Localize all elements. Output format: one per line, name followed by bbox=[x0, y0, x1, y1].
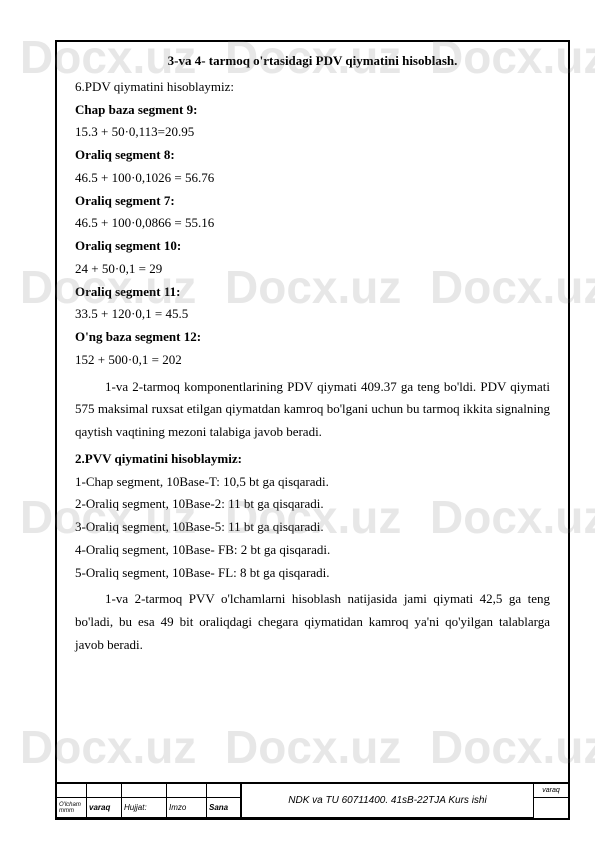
text-line: 6.PDV qiymatini hisoblaymiz: bbox=[75, 76, 550, 99]
tb-cell bbox=[167, 784, 207, 798]
tb-varaq-column: varaq bbox=[533, 784, 568, 818]
title-block: O'lcham mmm varaq Hujjat: Imzo Sana NDK … bbox=[57, 782, 568, 818]
calculation: 46.5 + 100·0,0866 = 55.16 bbox=[75, 212, 550, 235]
calculation: 33.5 + 120·0,1 = 45.5 bbox=[75, 303, 550, 326]
tb-sana-label: Sana bbox=[207, 798, 242, 818]
tb-cell bbox=[57, 784, 87, 798]
tb-cell bbox=[122, 784, 167, 798]
document-content: 3-va 4- tarmoq o'rtasidagi PDV qiymatini… bbox=[75, 50, 550, 661]
calculation: 46.5 + 100·0,1026 = 56.76 bbox=[75, 167, 550, 190]
tb-cell bbox=[87, 784, 122, 798]
pvv-line: 3-Oraliq segment, 10Base-5: 11 bt ga qis… bbox=[75, 516, 550, 539]
tb-imzo-label: Imzo bbox=[167, 798, 207, 818]
segment-label: Oraliq segment 10: bbox=[75, 235, 550, 258]
calculation: 152 + 500·0,1 = 202 bbox=[75, 349, 550, 372]
segment-label: Oraliq segment 8: bbox=[75, 144, 550, 167]
tb-varaq-header: varaq bbox=[534, 784, 568, 798]
segment-label: O'ng baza segment 12: bbox=[75, 326, 550, 349]
segment-label: Oraliq segment 11: bbox=[75, 281, 550, 304]
pvv-line: 4-Oraliq segment, 10Base- FB: 2 bt ga qi… bbox=[75, 539, 550, 562]
paragraph: 1-va 2-tarmoq komponentlarining PDV qiym… bbox=[75, 376, 550, 444]
calculation: 15.3 + 50·0,113=20.95 bbox=[75, 121, 550, 144]
pvv-heading: 2.PVV qiymatini hisoblaymiz: bbox=[75, 448, 550, 471]
tb-hujjat-label: Hujjat: bbox=[122, 798, 167, 818]
tb-main-title: NDK va TU 60711400. 41sB-22TJA Kurs ishi bbox=[242, 784, 533, 818]
segment-label: Chap baza segment 9: bbox=[75, 99, 550, 122]
paragraph: 1-va 2-tarmoq PVV o'lchamlarni hisoblash… bbox=[75, 588, 550, 656]
segment-label: Oraliq segment 7: bbox=[75, 190, 550, 213]
pvv-line: 1-Chap segment, 10Base-T: 10,5 bt ga qis… bbox=[75, 471, 550, 494]
tb-cell bbox=[207, 784, 242, 798]
calculation: 24 + 50·0,1 = 29 bbox=[75, 258, 550, 281]
pvv-line: 2-Oraliq segment, 10Base-2: 11 bt ga qis… bbox=[75, 493, 550, 516]
tb-varaq-value bbox=[534, 798, 568, 818]
tb-olcham-label: O'lcham mmm bbox=[57, 798, 87, 818]
tb-varaq-label: varaq bbox=[87, 798, 122, 818]
pvv-line: 5-Oraliq segment, 10Base- FL: 8 bt ga qi… bbox=[75, 562, 550, 585]
section-title: 3-va 4- tarmoq o'rtasidagi PDV qiymatini… bbox=[75, 50, 550, 73]
